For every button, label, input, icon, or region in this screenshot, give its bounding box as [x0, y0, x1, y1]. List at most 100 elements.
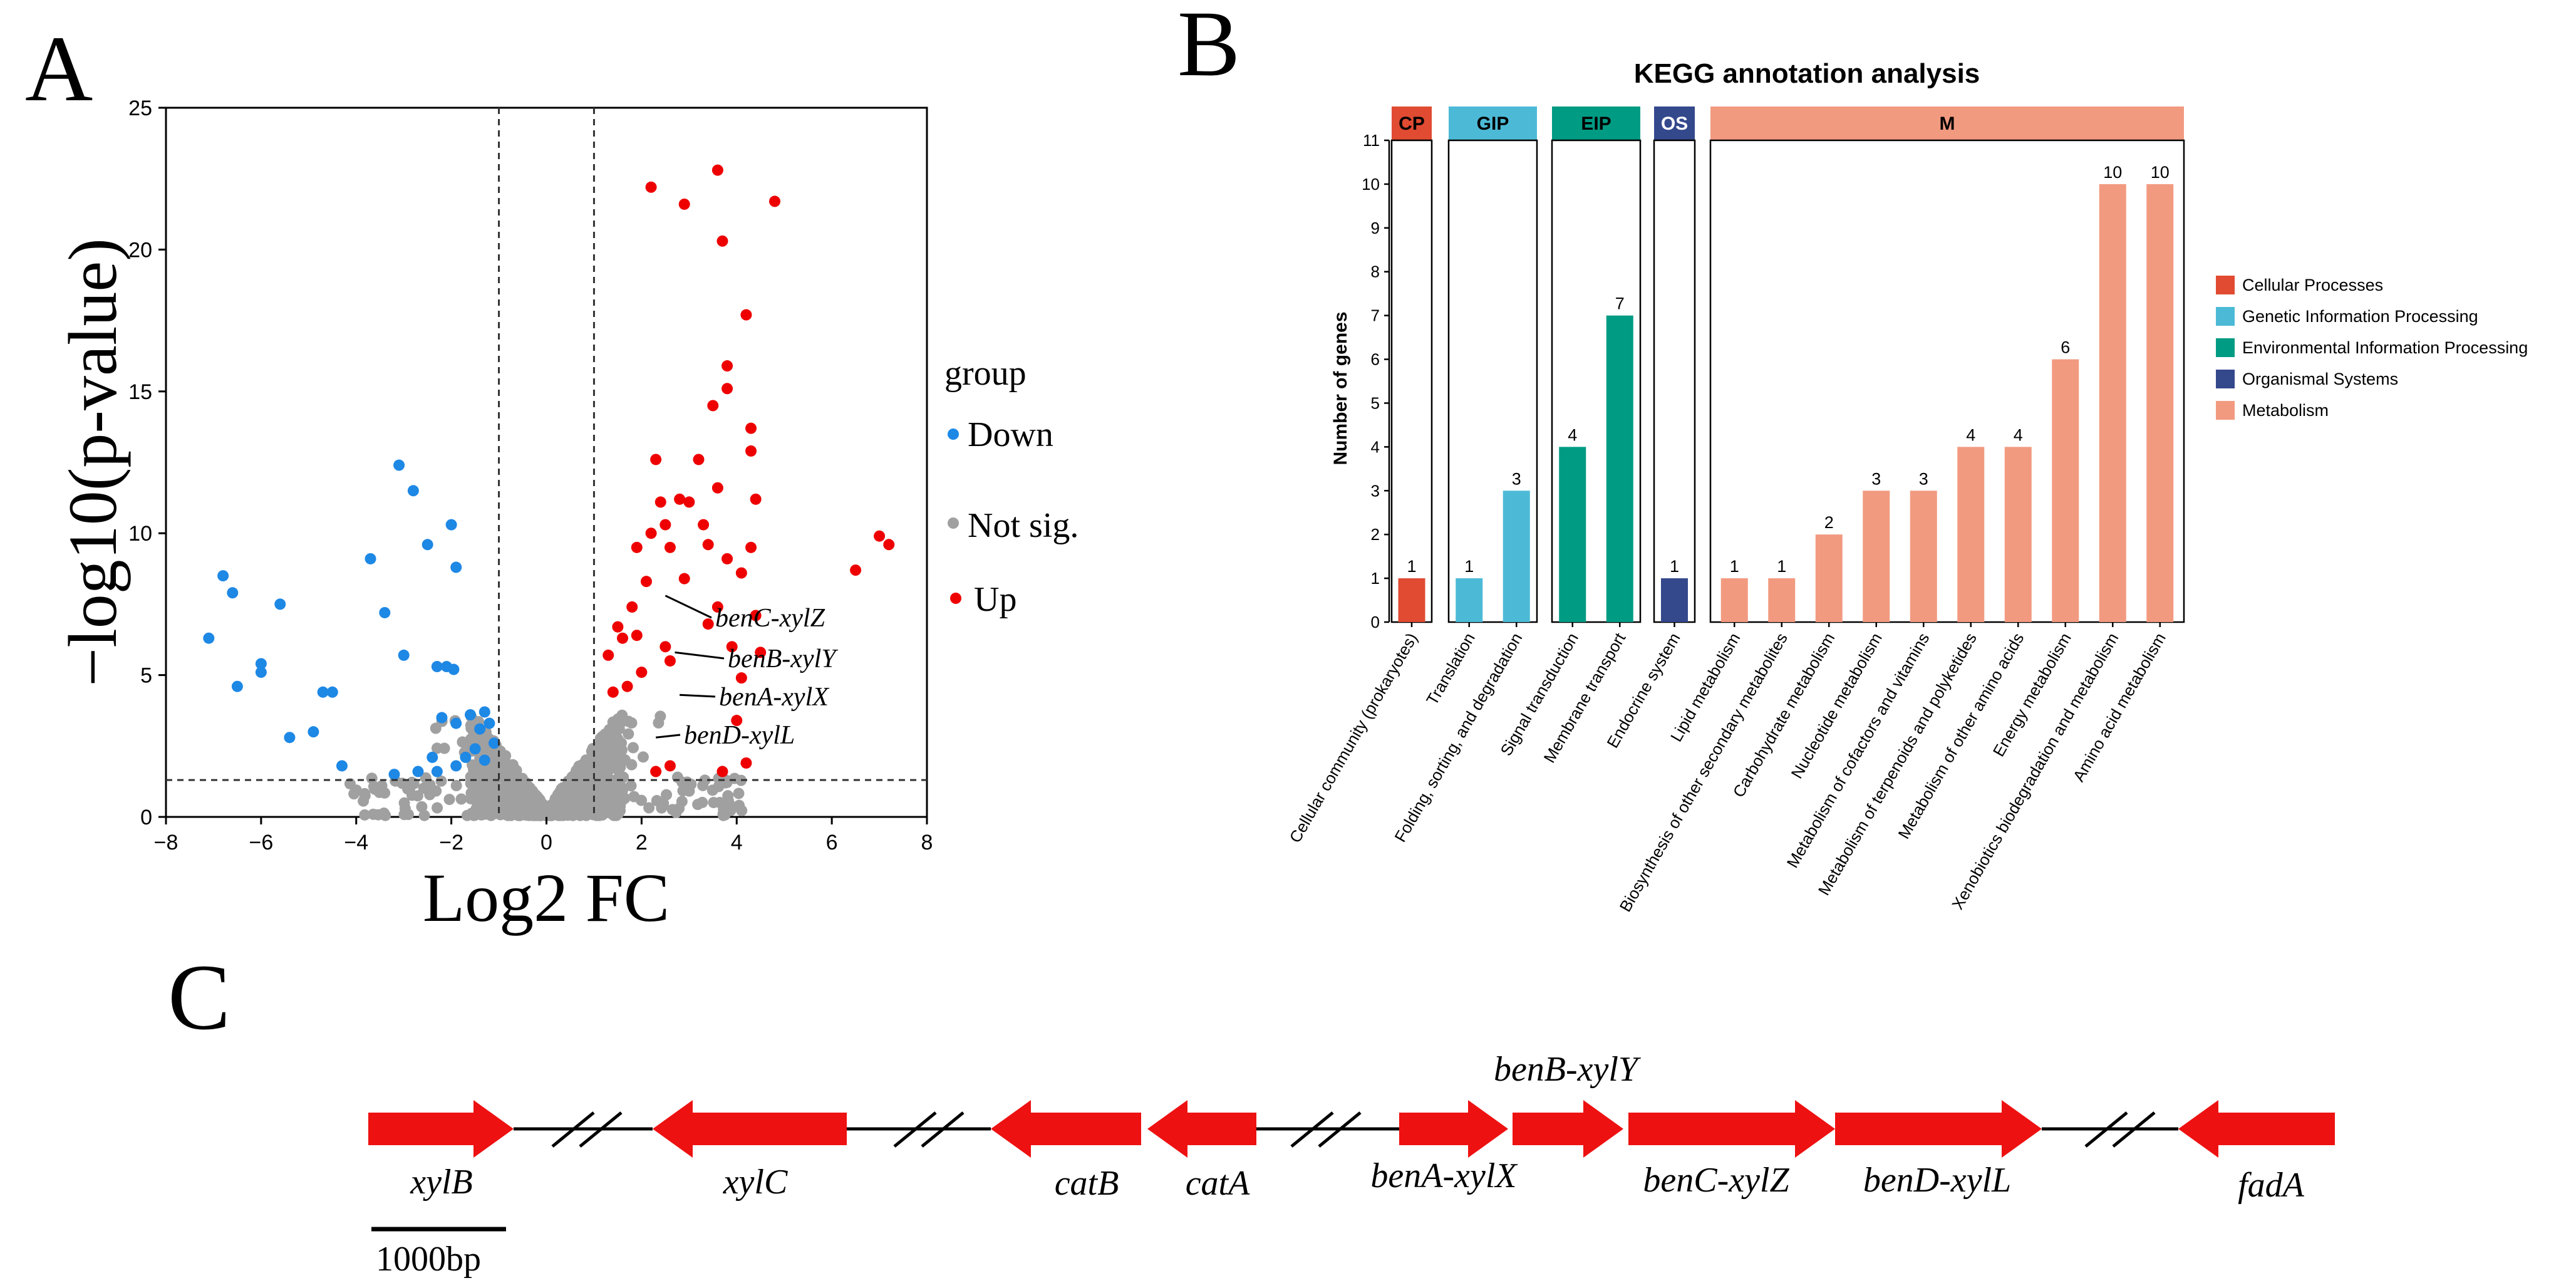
- notsig-point: [623, 728, 634, 740]
- facet-strip-label: EIP: [1581, 113, 1611, 134]
- gene-label: benD-xylL: [1863, 1161, 2011, 1200]
- notsig-point: [685, 778, 697, 790]
- notsig-point: [584, 770, 596, 782]
- up-point: [722, 383, 733, 395]
- y-tick-label: 10: [1362, 175, 1380, 194]
- notsig-point: [733, 787, 745, 799]
- bar-value-label: 6: [2061, 338, 2070, 357]
- y-tick-label: 8: [1371, 262, 1380, 281]
- kegg-title: KEGG annotation analysis: [1634, 58, 1980, 89]
- notsig-point: [610, 730, 622, 742]
- bar: [2052, 359, 2079, 622]
- bar-value-label: 3: [1512, 469, 1521, 488]
- legend-title: group: [944, 354, 1027, 393]
- notsig-point: [376, 780, 388, 792]
- notsig-point: [406, 789, 418, 801]
- bar: [1910, 491, 1937, 622]
- up-point: [617, 632, 628, 644]
- legend-swatch: [2216, 338, 2235, 357]
- legend-down-label: Down: [968, 415, 1053, 454]
- notsig-point: [461, 809, 473, 821]
- facet-strip: [1654, 106, 1695, 140]
- up-point: [645, 527, 657, 539]
- category-label: Cellular community (prokaryotes): [1285, 630, 1421, 846]
- notsig-point: [416, 801, 428, 813]
- bar-value-label: 1: [1407, 557, 1416, 576]
- notsig-point: [612, 791, 624, 803]
- down-point: [474, 723, 486, 735]
- category-label: Translation: [1422, 630, 1479, 709]
- volcano-legend: group Down Not sig. Up: [944, 354, 1079, 619]
- down-point: [450, 561, 462, 573]
- category-label: Amino acid metabolism: [2069, 630, 2170, 785]
- notsig-point: [587, 742, 599, 754]
- legend-up-label: Up: [974, 580, 1016, 619]
- bar: [1720, 578, 1748, 622]
- up-point: [621, 680, 633, 692]
- annotation-leader: [665, 595, 712, 619]
- bar-value-label: 10: [2103, 163, 2122, 182]
- gene-label: xylC: [723, 1163, 788, 1202]
- down-point: [478, 706, 490, 718]
- gene-arrow: [1835, 1100, 2042, 1158]
- y-tick-label: 0: [140, 806, 152, 829]
- notsig-point: [616, 744, 628, 756]
- y-tick-label: 3: [1371, 481, 1380, 500]
- gene-label: benA-xylX: [1370, 1156, 1518, 1195]
- up-point: [607, 686, 619, 698]
- up-point: [603, 649, 614, 661]
- notsig-point: [475, 771, 487, 783]
- up-point: [740, 757, 752, 769]
- bar-value-label: 1: [1777, 557, 1786, 576]
- bar: [2099, 184, 2126, 623]
- bar: [2146, 184, 2174, 623]
- x-tick-label: −4: [344, 831, 368, 854]
- notsig-point: [619, 754, 631, 766]
- down-point: [326, 686, 338, 698]
- down-point: [388, 769, 400, 781]
- up-point: [693, 454, 705, 465]
- down-point: [469, 743, 481, 755]
- facet-strip: [1449, 106, 1537, 140]
- facet-strip-label: CP: [1399, 113, 1425, 134]
- bar: [1863, 491, 1890, 622]
- legend-swatch: [2216, 276, 2235, 294]
- legend-notsig-label: Not sig.: [968, 506, 1079, 545]
- up-point: [711, 482, 723, 494]
- facet-strip-label: GIP: [1477, 113, 1509, 134]
- panel-label-b: B: [1177, 0, 1240, 96]
- notsig-point: [553, 809, 565, 821]
- notsig-point: [418, 809, 430, 821]
- up-point: [740, 309, 752, 321]
- gene-cluster-map: xylB xylC catB catA benA-xylX benB-xylY benC-x…: [368, 1050, 2335, 1279]
- up-point: [678, 198, 690, 210]
- notsig-point: [637, 751, 649, 763]
- down-point: [465, 709, 476, 720]
- annotation-label: benA-xylX: [719, 683, 830, 712]
- category-label: Nucleotide metabolism: [1787, 630, 1885, 782]
- notsig-point: [430, 722, 442, 734]
- down-point: [445, 519, 457, 531]
- notsig-point: [653, 717, 665, 729]
- volcano-points: [203, 164, 895, 781]
- legend-swatch: [2216, 370, 2235, 388]
- notsig-point: [471, 808, 483, 819]
- up-point: [735, 672, 747, 684]
- up-point: [755, 647, 767, 658]
- bar: [1768, 578, 1796, 622]
- notsig-point: [432, 802, 443, 814]
- notsig-point: [366, 772, 378, 784]
- up-point: [716, 235, 728, 247]
- kegg-bar-chart: KEGG annotation analysis Number of genes…: [1285, 58, 2528, 915]
- notsig-point: [468, 787, 480, 799]
- y-tick-label: 9: [1371, 219, 1380, 237]
- down-point: [460, 751, 472, 763]
- notsig-point: [450, 780, 462, 792]
- notsig-point: [502, 779, 514, 791]
- kegg-facets: CP 1 Cellular community (prokaryotes) GIP 1 T…: [1285, 106, 2185, 915]
- y-tick-label: 5: [1371, 393, 1380, 412]
- up-point: [726, 641, 738, 653]
- up-point: [631, 541, 643, 553]
- gene-label: benB-xylY: [1494, 1050, 1642, 1089]
- up-point: [664, 655, 676, 667]
